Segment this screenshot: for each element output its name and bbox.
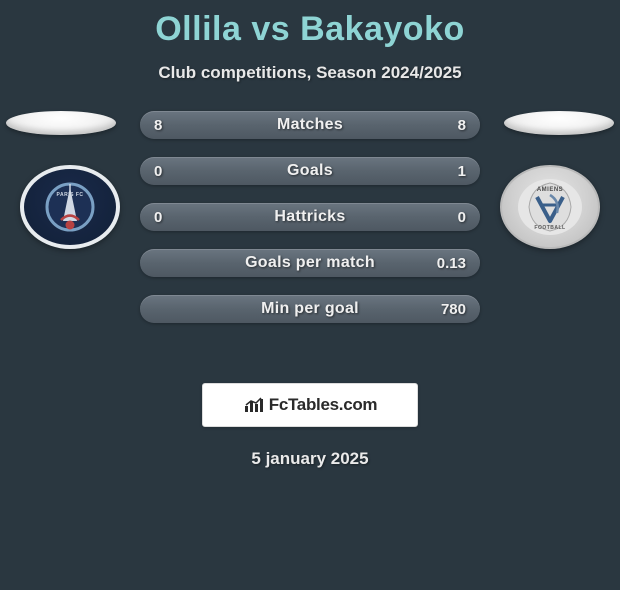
stat-label: Goals — [287, 162, 333, 180]
stat-value-left: 8 — [154, 117, 162, 134]
player2-name: Bakayoko — [300, 10, 465, 48]
stat-bar-goals: 0 Goals 1 — [140, 157, 480, 185]
svg-text:PARIS FC: PARIS FC — [57, 192, 84, 198]
stat-value-right: 0.13 — [437, 255, 466, 272]
bar-chart-icon — [243, 396, 265, 414]
date-label: 5 january 2025 — [0, 449, 620, 469]
stat-value-left: 0 — [154, 209, 162, 226]
stat-label: Hattricks — [274, 208, 345, 226]
amiens-logo-icon: AMIENS FOOTBALL — [515, 177, 585, 237]
stat-bar-goals-per-match: Goals per match 0.13 — [140, 249, 480, 277]
page-title: Ollila vs Bakayoko — [0, 10, 620, 49]
stat-label: Min per goal — [261, 300, 359, 318]
stat-value-right: 1 — [458, 163, 466, 180]
comparison-arena: PARIS FC AMIENS FOOTBALL 8 Matches 8 0 G… — [0, 111, 620, 371]
pedestal-right — [504, 111, 614, 135]
svg-text:FOOTBALL: FOOTBALL — [534, 225, 565, 231]
subtitle: Club competitions, Season 2024/2025 — [0, 63, 620, 83]
stat-bar-matches: 8 Matches 8 — [140, 111, 480, 139]
stat-value-right: 780 — [441, 301, 466, 318]
stat-label: Matches — [277, 116, 343, 134]
stat-bar-hattricks: 0 Hattricks 0 — [140, 203, 480, 231]
vs-label: vs — [251, 10, 290, 48]
club-crest-left: PARIS FC — [20, 165, 120, 249]
stat-value-right: 0 — [458, 209, 466, 226]
stat-bar-min-per-goal: Min per goal 780 — [140, 295, 480, 323]
pedestal-left — [6, 111, 116, 135]
brand-card[interactable]: FcTables.com — [202, 383, 418, 427]
brand-text: FcTables.com — [269, 395, 378, 415]
stat-value-left: 0 — [154, 163, 162, 180]
stat-value-right: 8 — [458, 117, 466, 134]
paris-fc-logo-icon: PARIS FC — [45, 177, 95, 237]
svg-text:AMIENS: AMIENS — [537, 187, 563, 193]
player1-name: Ollila — [155, 10, 241, 48]
stat-label: Goals per match — [245, 254, 375, 272]
club-crest-right: AMIENS FOOTBALL — [500, 165, 600, 249]
stat-bars: 8 Matches 8 0 Goals 1 0 Hattricks 0 Goal… — [140, 111, 480, 341]
